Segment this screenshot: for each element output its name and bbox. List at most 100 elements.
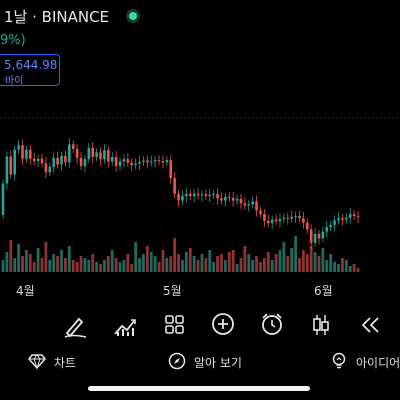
volume-bar bbox=[196, 260, 200, 272]
candle-body bbox=[48, 166, 52, 173]
price-chart[interactable] bbox=[0, 0, 400, 300]
volume-bar bbox=[177, 254, 180, 272]
nav-explore[interactable]: 알아 보기 bbox=[168, 350, 242, 374]
volume-bar bbox=[212, 262, 216, 272]
candle-body bbox=[278, 219, 282, 222]
lightbulb-icon bbox=[330, 352, 348, 373]
candle-body bbox=[286, 217, 290, 219]
candle-body bbox=[126, 159, 130, 163]
volume-bar bbox=[266, 252, 270, 272]
volume-bar bbox=[122, 260, 126, 272]
volume-bar bbox=[259, 262, 262, 272]
x-axis-label-may: 5월 bbox=[163, 284, 182, 298]
volume-bar bbox=[301, 250, 305, 272]
volume-bar bbox=[67, 246, 71, 272]
volume-bar bbox=[134, 242, 138, 272]
volume-bar bbox=[294, 236, 297, 272]
diamond-icon bbox=[28, 352, 46, 373]
alarm-icon[interactable] bbox=[257, 310, 287, 340]
buy-price-value: 5,644.98 bbox=[4, 58, 58, 72]
volume-bar bbox=[106, 256, 110, 272]
candle-body bbox=[231, 197, 235, 201]
volume-bar bbox=[173, 238, 177, 272]
volume-bar bbox=[223, 260, 227, 272]
market-status-icon bbox=[126, 9, 140, 23]
nav-chart[interactable]: 차트 bbox=[28, 350, 76, 374]
candles bbox=[1, 138, 360, 249]
candle-body bbox=[274, 219, 278, 222]
nav-ideas[interactable]: 아이디어 bbox=[330, 350, 400, 374]
volume-bar bbox=[64, 258, 67, 272]
volume-bar bbox=[71, 260, 75, 272]
layout-icon[interactable] bbox=[159, 310, 189, 340]
candle-body bbox=[356, 215, 360, 217]
draw-icon[interactable] bbox=[60, 310, 90, 340]
candle-body bbox=[329, 224, 332, 228]
volume-bar bbox=[75, 262, 79, 272]
symbol-title[interactable]: 1날 · BINANCE bbox=[4, 8, 110, 26]
nav-explore-label: 알아 보기 bbox=[194, 355, 242, 370]
candle-body bbox=[216, 193, 219, 199]
candle-body bbox=[251, 201, 254, 205]
volume-bar bbox=[251, 260, 255, 272]
volume-bar bbox=[44, 242, 48, 272]
volume-bar bbox=[79, 256, 83, 272]
volume-bar bbox=[337, 264, 340, 272]
volume-bar bbox=[208, 250, 212, 272]
candle-body bbox=[270, 219, 274, 224]
candles-icon[interactable] bbox=[306, 310, 336, 340]
candle-body bbox=[71, 144, 75, 149]
candle-body bbox=[36, 158, 40, 161]
volume-bar bbox=[56, 256, 60, 272]
volume-bar bbox=[165, 258, 169, 272]
add-icon[interactable] bbox=[208, 310, 238, 340]
candle-body bbox=[290, 216, 293, 219]
volume-bar bbox=[28, 254, 32, 272]
home-indicator[interactable] bbox=[88, 386, 310, 391]
candle-body bbox=[99, 152, 102, 160]
volume-bar bbox=[145, 246, 149, 272]
candle-body bbox=[9, 156, 13, 175]
volume-bar bbox=[247, 254, 251, 272]
volume-bar bbox=[325, 260, 329, 272]
volume-bar bbox=[333, 262, 336, 272]
candle-body bbox=[146, 160, 149, 163]
volume-bar bbox=[60, 250, 63, 272]
candle-body bbox=[87, 147, 91, 160]
volume-bar bbox=[17, 244, 21, 272]
volume-bar bbox=[227, 252, 231, 272]
volume-bar bbox=[153, 256, 157, 272]
volume-bar bbox=[188, 248, 192, 272]
candle-body bbox=[40, 158, 44, 164]
volume-bar bbox=[220, 254, 223, 272]
candle-body bbox=[79, 157, 83, 166]
candle-body bbox=[266, 220, 270, 224]
volume-bar bbox=[231, 250, 235, 272]
candle-body bbox=[255, 201, 258, 211]
indicators-icon[interactable] bbox=[110, 310, 140, 340]
candle-body bbox=[64, 155, 67, 163]
candle-body bbox=[212, 193, 215, 195]
volume-bar bbox=[21, 256, 24, 272]
volume-bar bbox=[192, 256, 196, 272]
candle-body bbox=[204, 194, 208, 197]
volume-bar bbox=[181, 260, 184, 272]
volume-bar bbox=[309, 246, 313, 272]
candle-body bbox=[118, 161, 122, 166]
volume-bar bbox=[274, 254, 278, 272]
volume-bar bbox=[348, 266, 352, 272]
candle-body bbox=[17, 145, 20, 150]
volume-bar bbox=[95, 262, 99, 272]
volume-bar bbox=[290, 248, 294, 272]
volume-bar bbox=[5, 252, 9, 272]
candle-body bbox=[107, 150, 110, 162]
replay-icon[interactable] bbox=[355, 310, 385, 340]
volume-bar bbox=[278, 250, 282, 272]
buy-price-box[interactable] bbox=[0, 54, 60, 86]
volume-bar bbox=[239, 258, 243, 272]
candle-body bbox=[161, 161, 165, 163]
volume-bar bbox=[1, 260, 5, 272]
candle-body bbox=[294, 215, 297, 217]
candle-body bbox=[282, 217, 286, 220]
volume-bar bbox=[99, 264, 102, 272]
